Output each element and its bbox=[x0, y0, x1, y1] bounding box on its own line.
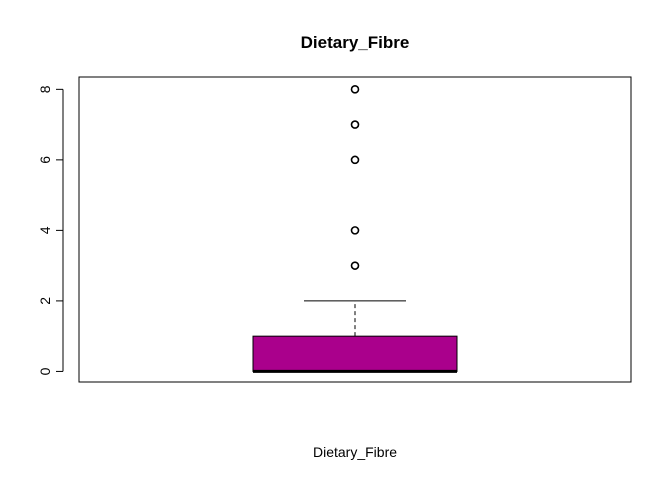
x-axis-label: Dietary_Fibre bbox=[313, 444, 397, 460]
y-tick-label: 4 bbox=[37, 226, 53, 234]
outlier-point bbox=[350, 120, 360, 129]
box-group bbox=[252, 300, 458, 373]
outlier-point bbox=[350, 226, 360, 235]
chart-title: Dietary_Fibre bbox=[301, 33, 410, 52]
box-iqr bbox=[252, 335, 458, 372]
y-tick-label: 8 bbox=[37, 85, 53, 93]
y-tick-label: 2 bbox=[37, 297, 53, 305]
outlier-point bbox=[350, 261, 360, 270]
y-tick-label: 0 bbox=[37, 367, 53, 375]
outlier-group bbox=[350, 85, 360, 270]
outlier-point bbox=[350, 85, 360, 94]
y-tick-label: 6 bbox=[37, 156, 53, 164]
plot-frame bbox=[78, 76, 632, 383]
outlier-point bbox=[350, 155, 360, 165]
y-axis: 0 2 4 6 8 bbox=[37, 85, 64, 375]
